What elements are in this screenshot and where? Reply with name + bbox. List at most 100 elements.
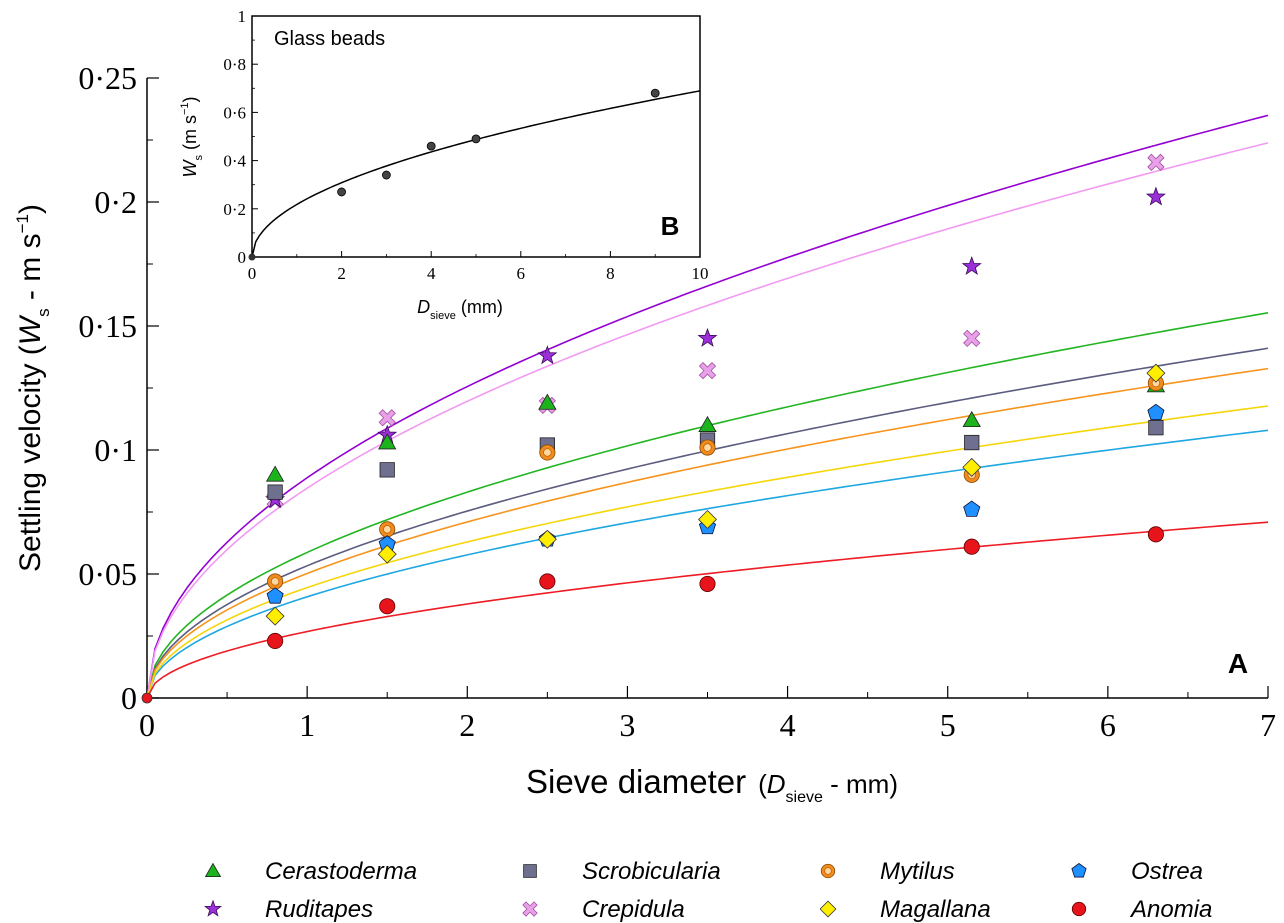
data-point-crepidula (963, 329, 981, 348)
data-point-scrobicularia (964, 434, 980, 451)
legend-label-scrobicularia: Scrobicularia (582, 858, 721, 885)
data-point-ruditapes (537, 345, 558, 365)
main-axes: 0 0·05 0·1 0·15 0·2 0·25 0 1 2 3 4 5 6 7 (78, 60, 1276, 743)
data-point-crepidula (1147, 153, 1165, 171)
legend-item-ruditapes: Ruditapes (204, 896, 373, 923)
data-point-magallana (265, 606, 285, 626)
data-point-mytilus (539, 444, 556, 461)
data-point-crepidula (378, 409, 396, 427)
inset-title: Glass beads (274, 28, 385, 50)
inset-x-tick-label: 4 (427, 264, 436, 283)
fit-curve-crepidula (146, 142, 1269, 699)
legend-item-anomia: Anomia (1071, 896, 1212, 923)
data-point-cerastoderma (538, 393, 557, 410)
data-point-cerastoderma (378, 433, 397, 450)
inset-y-tick-label: 0·8 (223, 55, 246, 74)
data-point-magallana (962, 457, 982, 477)
data-point-anomia (1147, 526, 1164, 543)
y-tick-label: 0·15 (78, 308, 137, 344)
data-point-ostrea (1147, 403, 1165, 421)
data-point-cerastoderma (265, 465, 285, 482)
x-tick-label: 4 (780, 707, 796, 743)
data-point-anomia (267, 632, 284, 650)
legend-marker-ostrea (1071, 863, 1087, 878)
x-tick-label: 2 (459, 707, 475, 743)
y-tick-label: 0·2 (94, 184, 137, 220)
legend-item-scrobicularia: Scrobicularia (523, 858, 721, 885)
inset-x-tick-label: 10 (692, 264, 709, 283)
data-point-anomia (379, 598, 396, 615)
inset-x-tick-label: 8 (606, 264, 615, 283)
legend-item-ostrea: Ostrea (1071, 858, 1203, 885)
legend-label-ostrea: Ostrea (1131, 858, 1203, 885)
x-axis-title-main: Sieve diameter (526, 763, 746, 800)
inset-y-tick-label: 0 (238, 248, 247, 267)
inset-data-point (650, 88, 660, 98)
data-point-scrobicularia (379, 462, 395, 478)
legend-marker-cerastoderma (204, 862, 222, 878)
data-point-mytilus (267, 573, 284, 590)
data-point-ostrea (266, 587, 284, 604)
inset-y-tick-label: 0·6 (223, 103, 246, 122)
x-tick-label: 6 (1100, 707, 1116, 743)
inset-y-axis-title: Ws (m s−1) (179, 96, 205, 177)
data-point-ruditapes (697, 327, 718, 347)
data-point-anomia (539, 573, 556, 590)
legend-label-magallana: Magallana (880, 896, 991, 923)
inset-x-axis-title: Dsieve (mm) (417, 297, 503, 322)
data-point-cerastoderma (698, 415, 717, 432)
legend-marker-crepidula (522, 901, 538, 917)
fit-curve-magallana (146, 405, 1269, 699)
main-text: A Sieve diameter (Dsieve - mm) Settling v… (13, 204, 1248, 806)
data-point-anomia (699, 575, 716, 592)
legend-marker-ruditapes (204, 899, 222, 917)
x-tick-label: 3 (619, 707, 635, 743)
y-tick-label: 0 (121, 680, 137, 716)
inset-y-tick-label: 1 (238, 7, 247, 26)
legend-label-crepidula: Crepidula (582, 896, 685, 923)
legend-label-ruditapes: Ruditapes (265, 896, 373, 923)
inset-origin-point (248, 253, 256, 261)
fit-curve-ostrea (146, 429, 1269, 699)
legend-marker-anomia (1071, 901, 1087, 917)
fit-curve-ruditapes (146, 114, 1269, 699)
x-tick-label: 1 (299, 707, 315, 743)
inset-x-tick-label: 0 (248, 264, 257, 283)
data-point-magallana (1146, 363, 1166, 383)
legend-item-crepidula: Crepidula (522, 896, 685, 923)
y-tick-label: 0·05 (78, 556, 137, 592)
data-point-ruditapes (961, 255, 982, 275)
inset-x-tick-label: 6 (517, 264, 526, 283)
legend-label-mytilus: Mytilus (880, 858, 955, 885)
legend-item-cerastoderma: Cerastoderma (204, 858, 417, 885)
fit-curve-mytilus (146, 367, 1269, 699)
data-point-anomia (963, 538, 980, 555)
panel-a-label: A (1228, 648, 1248, 679)
inset-data-point (426, 141, 436, 151)
y-axis-title: Settling velocity (Ws - m s−1) (13, 204, 53, 572)
x-tick-label: 0 (139, 707, 155, 743)
x-tick-label: 5 (940, 707, 956, 743)
x-axis-title: Sieve diameter (Dsieve - mm) (526, 763, 898, 806)
panel-b-label: B (661, 211, 680, 241)
data-point-magallana (537, 529, 557, 549)
inset-y-tick-label: 0·4 (223, 152, 246, 171)
inset-y-tick-label: 0·2 (223, 200, 246, 219)
legend: Cerastoderma Scrobicularia Mytilus Ostrea Ru… (204, 858, 1212, 923)
data-point-scrobicularia (267, 484, 283, 500)
data-point-scrobicularia (1148, 420, 1164, 436)
data-point-magallana (698, 509, 717, 529)
inset-data-point (471, 134, 481, 144)
legend-label-anomia: Anomia (1129, 896, 1212, 923)
legend-item-mytilus: Mytilus (820, 858, 955, 885)
legend-marker-mytilus (820, 863, 836, 879)
legend-marker-scrobicularia (523, 864, 537, 878)
data-point-ruditapes (1145, 186, 1166, 206)
x-tick-label: 7 (1260, 707, 1276, 743)
data-point-magallana (377, 544, 397, 564)
main-data-points (141, 153, 1166, 704)
data-point-crepidula (698, 361, 717, 380)
legend-item-magallana: Magallana (819, 896, 991, 923)
